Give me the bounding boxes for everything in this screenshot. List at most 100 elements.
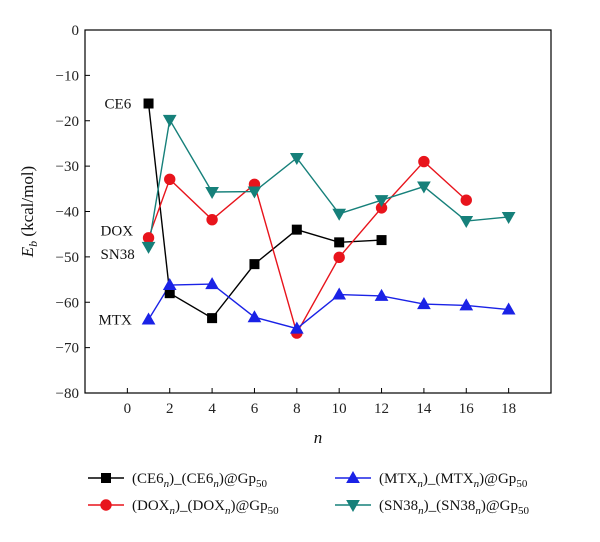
y-tick-label: −10 [56, 68, 79, 84]
annotation-dox: DOX [101, 224, 134, 240]
legend-marker-2 [346, 470, 360, 483]
data-point-series-3 [417, 181, 431, 194]
data-point-series-2 [501, 302, 516, 315]
data-point-series-0 [143, 98, 154, 109]
legend-label-part: 50 [256, 478, 268, 490]
legend-label-part: 50 [268, 505, 280, 517]
data-point-series-2 [332, 287, 347, 300]
data-point-series-1 [460, 194, 472, 206]
x-tick-label: 8 [293, 401, 301, 417]
legend-marker-1 [100, 499, 112, 511]
data-point-series-0 [291, 224, 302, 235]
data-point-series-0 [207, 313, 218, 324]
plot-series-lines [147, 103, 509, 335]
data-point-series-2 [459, 298, 474, 311]
legend-label-0: (CE6n)_(CE6n)@Gp50 [132, 471, 268, 490]
data-point-series-2 [247, 310, 262, 323]
data-point-series-3 [501, 211, 516, 224]
series-line-3 [147, 117, 509, 248]
x-tick-label: 2 [166, 401, 174, 417]
data-point-series-0 [334, 237, 345, 248]
axis-ticks: 0 2 4 6 8 10 12 14 16 18 0 −10 −20 −30 −40 −50 −60 −70 −80 [56, 23, 517, 417]
data-point-series-1 [333, 251, 345, 264]
data-point-series-1 [418, 155, 430, 168]
data-point-series-2 [289, 321, 304, 334]
y-tick-label: −20 [56, 114, 79, 130]
data-point-series-3 [289, 152, 304, 165]
legend-label-part: n [225, 505, 231, 517]
y-tick-label: 0 [72, 23, 80, 39]
y-tick-label: −80 [56, 386, 79, 402]
data-point-series-3 [374, 195, 389, 208]
legend-label-part: n [417, 478, 423, 490]
legend-label-part: n [475, 505, 481, 517]
legend-label-2: (MTXn)_(MTXn)@Gp50 [379, 471, 528, 490]
y-tick-label: −40 [56, 205, 79, 221]
legend-label-part: )_(SN38 [424, 498, 476, 514]
x-tick-label: 18 [501, 401, 516, 417]
legend-marker-0 [101, 473, 111, 483]
legend-label-part: n [213, 478, 219, 490]
y-axis-label-unit: (kcal/mol) [18, 166, 37, 241]
data-point-series-2 [141, 312, 156, 325]
legend-label-part: )@Gp [219, 471, 256, 487]
legend-label-3: (SN38n)_(SN38n)@Gp50 [379, 498, 530, 517]
x-axis-label: n [314, 428, 323, 447]
data-point-series-1 [206, 213, 218, 226]
legend-label-part: 50 [518, 505, 530, 517]
y-tick-label: −70 [56, 341, 79, 357]
y-tick-label: −50 [56, 250, 79, 266]
legend-label-part: (MTX [379, 471, 417, 487]
y-axis-label: Eb (kcal/mol) [18, 166, 40, 258]
series-line-2 [147, 283, 509, 330]
x-tick-label: 0 [124, 401, 132, 417]
data-point-series-0 [249, 259, 260, 270]
y-axis-label-subscript: b [26, 241, 40, 247]
data-point-series-3 [247, 186, 262, 199]
x-tick-label: 6 [251, 401, 259, 417]
annotation-ce6: CE6 [105, 97, 132, 113]
annotation-mtx: MTX [99, 312, 133, 328]
series-annotations: CE6 DOX SN38 MTX [99, 97, 135, 329]
data-point-series-2 [205, 277, 219, 290]
data-point-series-3 [459, 216, 474, 229]
legend-label-part: n [474, 478, 480, 490]
y-tick-label: −30 [56, 159, 79, 175]
data-point-series-3 [332, 208, 347, 221]
legend-label-part: )@Gp [231, 498, 268, 514]
legend-label-part: (DOX [132, 498, 170, 514]
legend-label-part: )@Gp [481, 498, 518, 514]
legend-label-part: )_(CE6 [169, 471, 214, 487]
x-tick-label: 10 [332, 401, 347, 417]
legend-label-part: (CE6 [132, 471, 164, 487]
data-point-series-2 [417, 297, 431, 310]
annotation-sn38: SN38 [101, 247, 135, 263]
x-tick-label: 12 [374, 401, 389, 417]
y-tick-label: −60 [56, 295, 79, 311]
data-point-series-2 [162, 277, 177, 291]
data-point-series-3 [141, 241, 156, 254]
data-point-series-2 [374, 288, 389, 301]
x-tick-label: 4 [208, 401, 216, 417]
legend-label-1: (DOXn)_(DOXn)@Gp50 [132, 498, 279, 517]
legend: (CE6n)_(CE6n)@Gp50(DOXn)_(DOXn)@Gp50(MTX… [88, 470, 530, 517]
legend-label-part: )_(MTX [423, 471, 474, 487]
plot-series-markers [141, 98, 516, 339]
data-point-series-0 [164, 288, 175, 299]
legend-label-part: n [170, 505, 176, 517]
legend-label-part: (SN38 [379, 498, 418, 514]
data-point-series-1 [164, 173, 176, 185]
data-point-series-3 [162, 114, 177, 127]
data-point-series-3 [205, 186, 219, 199]
x-tick-label: 16 [459, 401, 475, 417]
legend-label-part: )_(DOX [175, 498, 225, 514]
data-point-series-1 [142, 232, 155, 244]
legend-label-part: n [418, 505, 424, 517]
x-tick-label: 14 [416, 401, 432, 417]
legend-label-part: )@Gp [479, 471, 516, 487]
y-axis-label-symbol: E [18, 246, 37, 258]
legend-label-part: n [164, 478, 170, 490]
legend-marker-3 [346, 500, 360, 513]
data-point-series-0 [376, 235, 387, 246]
